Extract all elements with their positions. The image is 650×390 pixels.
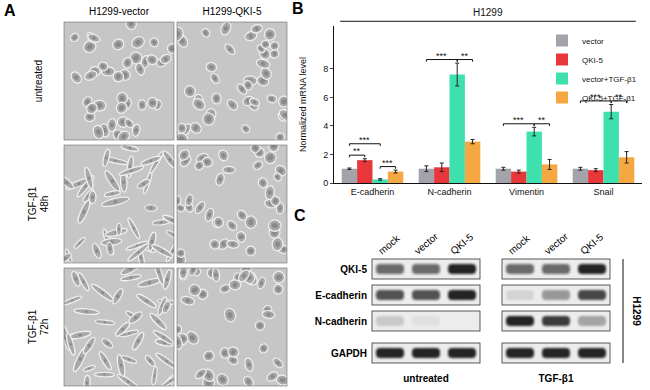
svg-text:***: *** bbox=[436, 51, 447, 61]
svg-text:8: 8 bbox=[323, 64, 328, 74]
svg-text:H1299-vector: H1299-vector bbox=[89, 6, 150, 17]
svg-text:N-cadherin: N-cadherin bbox=[427, 187, 471, 197]
svg-text:H1299-QKI-5: H1299-QKI-5 bbox=[203, 6, 262, 17]
svg-text:72h: 72h bbox=[39, 319, 50, 336]
svg-text:4: 4 bbox=[323, 121, 328, 131]
svg-text:***: *** bbox=[382, 158, 393, 168]
html-text:B: B bbox=[292, 0, 304, 17]
svg-text:H1299: H1299 bbox=[473, 7, 503, 18]
svg-text:6: 6 bbox=[323, 93, 328, 103]
svg-text:QKI-5: QKI-5 bbox=[582, 56, 603, 65]
svg-text:**: ** bbox=[615, 92, 623, 102]
svg-text:Normalized mRNA level: Normalized mRNA level bbox=[298, 57, 308, 152]
svg-text:**: ** bbox=[461, 51, 469, 61]
svg-text:untreated: untreated bbox=[33, 60, 44, 102]
svg-text:TGF-β1: TGF-β1 bbox=[539, 373, 574, 384]
svg-text:***: *** bbox=[590, 92, 601, 102]
svg-text:TGF-β1: TGF-β1 bbox=[27, 309, 38, 344]
svg-text:N-cadherin: N-cadherin bbox=[315, 316, 367, 327]
svg-text:**: ** bbox=[353, 146, 361, 156]
svg-text:A: A bbox=[4, 2, 16, 19]
svg-text:TGF-β1: TGF-β1 bbox=[27, 186, 38, 221]
svg-text:C: C bbox=[294, 207, 306, 224]
svg-text:mock: mock bbox=[506, 232, 532, 256]
svg-text:H1299: H1299 bbox=[631, 296, 642, 326]
svg-text:mock: mock bbox=[376, 232, 402, 256]
svg-text:untreated: untreated bbox=[403, 373, 449, 384]
svg-text:E-cadherin: E-cadherin bbox=[315, 290, 367, 301]
svg-text:QKI-5: QKI-5 bbox=[448, 231, 475, 256]
svg-text:vector: vector bbox=[412, 230, 440, 256]
svg-text:Vimentin: Vimentin bbox=[509, 187, 544, 197]
svg-text:**: ** bbox=[538, 115, 546, 125]
svg-text:***: *** bbox=[359, 135, 370, 145]
svg-text:2: 2 bbox=[323, 150, 328, 160]
svg-text:Snail: Snail bbox=[593, 187, 613, 197]
svg-text:GAPDH: GAPDH bbox=[331, 348, 367, 359]
svg-text:0: 0 bbox=[323, 178, 328, 188]
svg-text:vector: vector bbox=[542, 230, 570, 256]
svg-text:E-cadherin: E-cadherin bbox=[351, 187, 395, 197]
svg-text:vector+TGF-β1: vector+TGF-β1 bbox=[582, 75, 637, 84]
svg-text:QKI-5: QKI-5 bbox=[340, 264, 367, 275]
svg-text:QKI-5+TGF-β1: QKI-5+TGF-β1 bbox=[582, 94, 636, 103]
svg-text:QKI-5: QKI-5 bbox=[578, 231, 605, 256]
svg-text:48h: 48h bbox=[39, 196, 50, 213]
svg-text:***: *** bbox=[513, 115, 524, 125]
svg-text:vector: vector bbox=[582, 37, 604, 46]
